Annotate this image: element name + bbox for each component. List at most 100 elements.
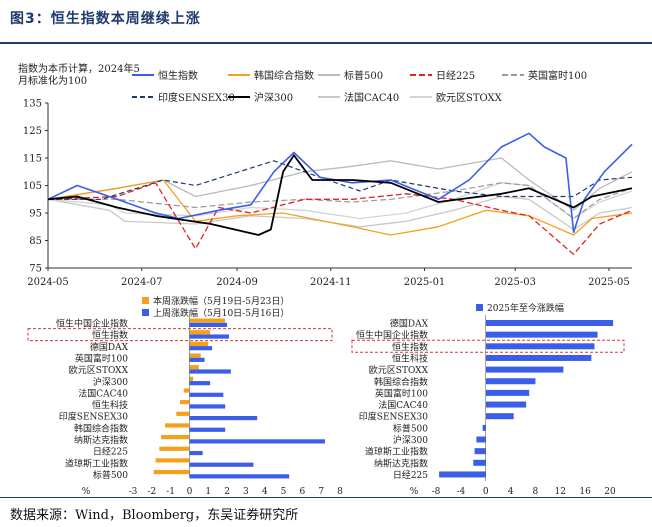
legend-label: 2025年至今涨跌幅 — [487, 302, 564, 314]
category-label: 恒生科技 — [92, 399, 128, 411]
bar-ytd — [473, 459, 486, 466]
bar-ytd — [485, 413, 514, 420]
legend-label: 日经225 — [436, 69, 475, 82]
x-tick-label: 1 — [205, 487, 211, 497]
x-tick-label: -2 — [147, 487, 156, 497]
category-label: 标普500 — [393, 422, 428, 434]
legend-label: 本周涨跌幅（5月19日-5月23日） — [153, 295, 289, 307]
legend-label: 韩国综合指数 — [254, 69, 314, 82]
y-tick-label: 105 — [23, 181, 42, 192]
series-line — [48, 160, 633, 200]
x-tick-label: 4 — [508, 487, 514, 497]
x-tick-label: 16 — [579, 487, 591, 497]
legend-label: 上周涨跌幅（5月10日-5月16日） — [153, 307, 289, 319]
x-tick-label: 2025-05 — [588, 277, 630, 288]
bar-this-week — [189, 341, 209, 346]
bar-ytd — [485, 320, 614, 326]
x-tick-label: 8 — [337, 487, 343, 497]
category-label: 恒生指数 — [392, 341, 428, 353]
category-label: 沪深300 — [393, 434, 428, 446]
bar-last-week — [189, 450, 203, 456]
category-label: 沪深300 — [93, 376, 128, 388]
bar-this-week — [164, 423, 190, 428]
x-tick-label: 2024-07 — [121, 277, 163, 288]
y-tick-label: 135 — [23, 99, 42, 110]
bar-ytd — [482, 424, 486, 431]
category-label: 纳斯达克指数 — [74, 434, 128, 446]
category-label: 恒生指数 — [92, 329, 128, 341]
category-label: 韩国综合指数 — [74, 422, 128, 434]
x-tick-label: 0 — [483, 487, 489, 497]
category-label: 印度SENSEX30 — [359, 411, 428, 423]
x-tick-label: 7 — [318, 487, 324, 497]
bar-this-week — [161, 435, 190, 440]
x-tick-label: 2025-03 — [494, 277, 536, 288]
series-line — [47, 154, 633, 236]
highlight-box — [27, 328, 333, 342]
chart-note: 月标准化为100 — [18, 74, 87, 87]
bar-this-week — [189, 365, 199, 370]
category-label: 德国DAX — [90, 341, 129, 353]
title-rule — [0, 42, 652, 44]
category-label: 法国CAC40 — [78, 387, 128, 399]
y-tick-label: 95 — [29, 209, 42, 220]
bar-this-week — [189, 330, 211, 335]
bar-last-week — [189, 369, 231, 374]
series-line — [47, 182, 633, 220]
bar-this-week — [159, 446, 190, 451]
bar-ytd — [485, 389, 530, 396]
category-label: 英国富时100 — [75, 352, 128, 364]
category-label: 法国CAC40 — [378, 399, 428, 411]
bar-this-week — [153, 469, 190, 475]
legend-swatch — [142, 297, 149, 304]
x-tick-label: 2024-11 — [310, 277, 352, 288]
legend-label: 法国CAC40 — [344, 91, 399, 104]
category-label: 英国富时100 — [375, 387, 428, 399]
category-label: 日经225 — [93, 446, 128, 458]
category-label: 欧元区STOXX — [69, 364, 129, 376]
category-label: 韩国综合指数 — [374, 376, 428, 388]
series-line — [47, 157, 633, 211]
bar-ytd — [485, 354, 592, 361]
category-label: 道琼斯工业指数 — [65, 457, 128, 469]
legend-swatch — [476, 304, 483, 311]
source-note: 数据来源：Wind，Bloomberg，东吴证券研究所 — [10, 508, 299, 523]
y-tick-label: 75 — [29, 264, 42, 275]
bar-this-week — [183, 388, 190, 393]
bar-last-week — [189, 404, 226, 409]
legend-label: 欧元区STOXX — [436, 92, 503, 104]
category-label: 道琼斯工业指数 — [365, 446, 428, 458]
category-label: 日经225 — [393, 469, 428, 481]
axis-unit: % — [82, 487, 91, 497]
category-label: 恒生科技 — [392, 352, 428, 364]
bar-last-week — [189, 334, 229, 339]
bar-last-week — [189, 346, 213, 351]
bar-this-week — [180, 400, 190, 405]
bar-this-week — [176, 411, 190, 416]
bar-last-week — [189, 462, 254, 467]
bar-last-week — [189, 416, 258, 421]
x-tick-label: 8 — [533, 487, 539, 497]
bar-last-week — [189, 392, 224, 397]
x-tick-label: 2024-09 — [216, 277, 258, 288]
x-tick-label: 20 — [604, 487, 616, 497]
footer-rule — [0, 497, 652, 498]
category-label: 印度SENSEX30 — [59, 411, 128, 423]
y-tick-label: 85 — [29, 236, 42, 247]
x-tick-label: -4 — [456, 487, 465, 497]
category-label: 恒生中国企业指数 — [356, 329, 428, 341]
x-tick-label: 3 — [243, 487, 249, 497]
bar-ytd — [439, 471, 486, 478]
figure-title: 图3：恒生指数本周继续上涨 — [10, 11, 201, 27]
series-line — [47, 182, 633, 255]
bar-ytd — [476, 436, 486, 443]
legend-swatch — [142, 309, 149, 316]
axis-unit: % — [410, 487, 419, 497]
series-line — [48, 182, 633, 220]
highlight-box — [351, 339, 625, 353]
bar-ytd — [485, 343, 595, 350]
y-tick-label: 125 — [23, 126, 42, 137]
bar-ytd — [485, 401, 527, 408]
x-tick-label: -1 — [166, 487, 175, 497]
